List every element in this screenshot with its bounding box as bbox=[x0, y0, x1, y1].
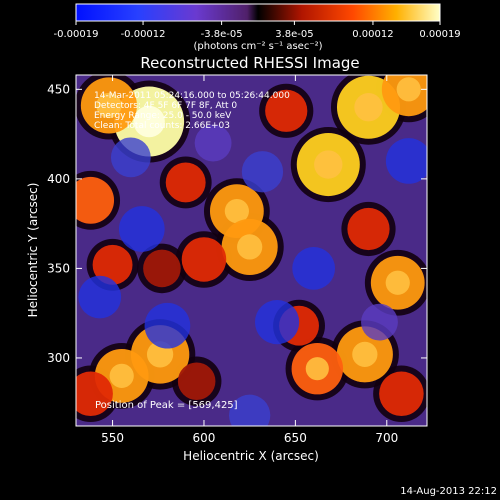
colorbar-tick-label: -3.8e-05 bbox=[201, 29, 243, 40]
x-tick-label: 600 bbox=[193, 431, 216, 445]
colorbar-tick-label: -0.00012 bbox=[121, 29, 166, 40]
emission-source bbox=[92, 244, 133, 285]
emission-core bbox=[385, 270, 410, 295]
chart-title: Reconstructed RHESSI Image bbox=[140, 54, 359, 72]
emission-source bbox=[76, 371, 113, 417]
y-tick-label: 400 bbox=[47, 172, 70, 186]
peak-position-label: Position of Peak = [569,425] bbox=[95, 400, 238, 411]
emission-core bbox=[109, 363, 134, 388]
emission-source bbox=[265, 89, 308, 132]
annotation-time: 14-Mar-2011 05:24:16.000 to 05:26:44.000 bbox=[94, 91, 290, 101]
plot-frame bbox=[75, 74, 428, 427]
footer-timestamp: 14-Aug-2013 22:12 bbox=[400, 486, 497, 497]
negative-residual bbox=[241, 151, 284, 193]
negative-residual bbox=[254, 300, 300, 345]
colorbar-ticks: -0.00019 -0.00012 -3.8e-05 3.8e-05 0.00012 0.… bbox=[54, 21, 461, 40]
annotation-detectors: Detectors: 4F 5F 6F 7F 8F, Att 0 bbox=[94, 101, 237, 111]
x-tick-label: 700 bbox=[375, 431, 398, 445]
emission-source bbox=[76, 176, 115, 224]
negative-residual bbox=[385, 138, 427, 184]
negative-residual bbox=[361, 303, 398, 341]
negative-residual bbox=[78, 275, 122, 319]
y-tick-label: 350 bbox=[47, 261, 70, 275]
emission-source bbox=[143, 249, 181, 288]
emission-source bbox=[347, 207, 390, 251]
x-tick-label: 550 bbox=[101, 431, 124, 445]
colorbar-tick-label: 0.00019 bbox=[419, 29, 460, 40]
emission-core bbox=[133, 105, 165, 138]
colorbar-tick-label: -0.00019 bbox=[54, 29, 99, 40]
annotation-clean: Clean: Total counts: 2.66E+03 bbox=[94, 121, 230, 131]
emission-core bbox=[352, 341, 378, 367]
negative-residual bbox=[144, 302, 191, 349]
annotation-energy: Energy Range: 25.0 - 50.0 keV bbox=[94, 111, 232, 121]
negative-residual bbox=[118, 206, 165, 252]
x-axis-label: Heliocentric X (arcsec) bbox=[183, 449, 319, 463]
x-tick-label: 650 bbox=[284, 431, 307, 445]
emission-core bbox=[354, 93, 383, 122]
colorbar bbox=[75, 3, 441, 22]
emission-source bbox=[177, 362, 216, 401]
image-sources bbox=[76, 75, 427, 426]
negative-residual bbox=[292, 247, 336, 290]
emission-source bbox=[165, 162, 206, 203]
emission-core bbox=[305, 357, 329, 381]
emission-core bbox=[314, 150, 343, 179]
emission-source bbox=[379, 371, 424, 417]
y-axis-label: Heliocentric Y (arcsec) bbox=[26, 183, 40, 318]
negative-residual bbox=[229, 394, 271, 426]
colorbar-tick-label: 0.00012 bbox=[352, 29, 393, 40]
y-tick-label: 450 bbox=[47, 82, 70, 96]
emission-core bbox=[96, 92, 122, 119]
colorbar-units: (photons cm⁻² s⁻¹ asec⁻²) bbox=[193, 41, 322, 52]
emission-core bbox=[224, 198, 249, 224]
emission-core bbox=[396, 77, 421, 102]
negative-residual bbox=[194, 124, 232, 162]
emission-core bbox=[237, 234, 263, 260]
y-tick-label: 300 bbox=[47, 351, 70, 365]
emission-source bbox=[181, 237, 227, 282]
axis-ticks: 550 600 650 700 300 350 400 450 bbox=[47, 75, 427, 445]
negative-residual bbox=[110, 137, 151, 178]
colorbar-tick-label: 3.8e-05 bbox=[275, 29, 313, 40]
